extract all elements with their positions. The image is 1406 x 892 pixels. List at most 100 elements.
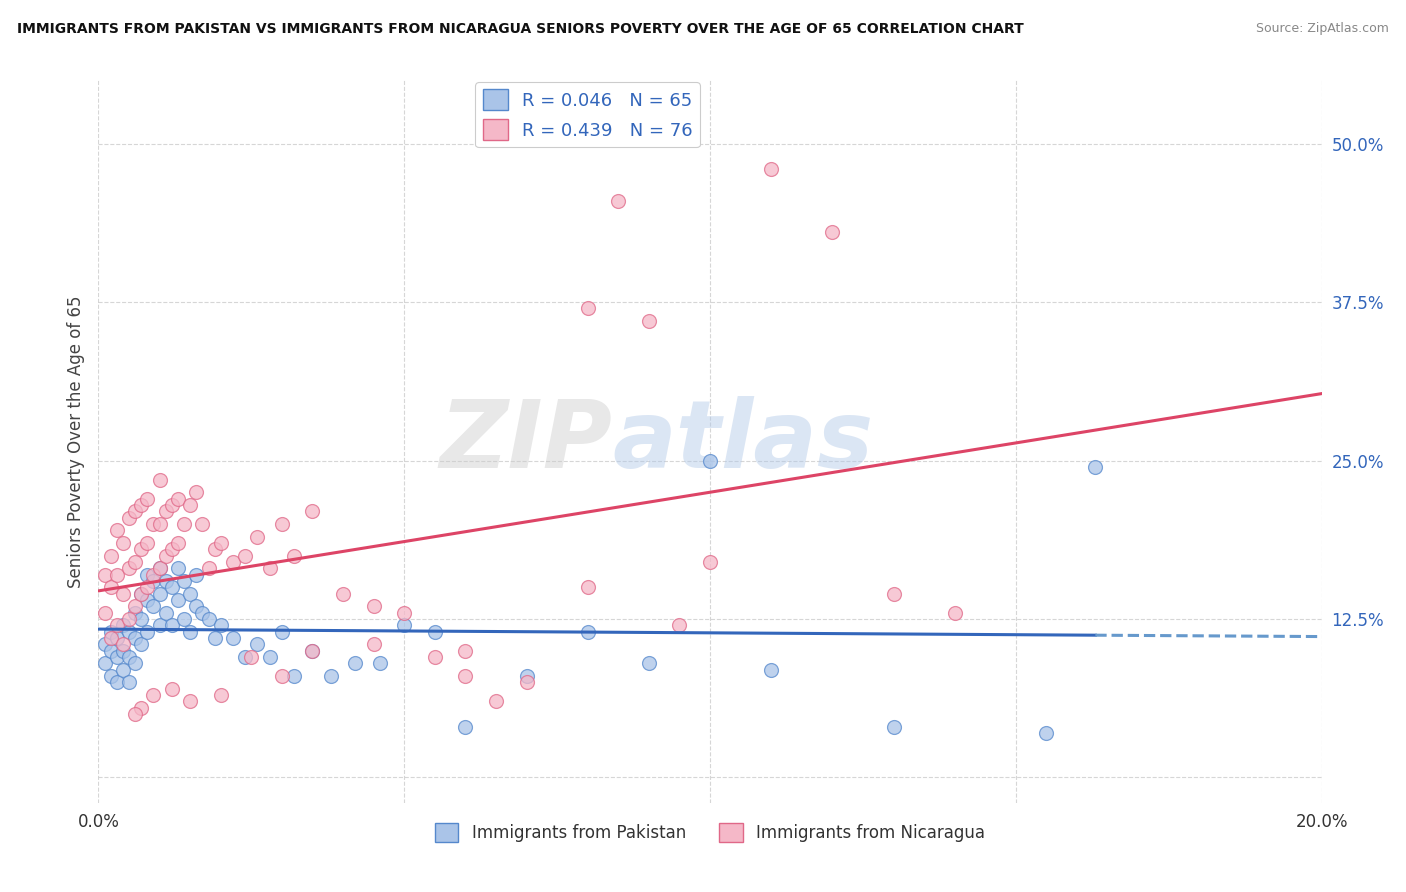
Point: [111, 663, 134, 677]
Point: [186, 599, 208, 614]
Point: [129, 587, 152, 601]
Point: [105, 631, 128, 645]
Point: [149, 473, 172, 487]
Point: [93, 606, 115, 620]
Point: [124, 555, 146, 569]
Point: [283, 669, 305, 683]
Point: [118, 510, 141, 524]
Point: [246, 530, 269, 544]
Point: [179, 498, 201, 512]
Point: [167, 593, 190, 607]
Point: [149, 587, 172, 601]
Point: [179, 587, 201, 601]
Text: ZIP: ZIP: [439, 395, 612, 488]
Point: [136, 536, 159, 550]
Point: [149, 516, 172, 531]
Point: [142, 688, 165, 702]
Point: [759, 663, 782, 677]
Point: [179, 624, 201, 639]
Point: [142, 567, 165, 582]
Point: [118, 561, 141, 575]
Point: [129, 700, 152, 714]
Point: [301, 643, 323, 657]
Point: [142, 574, 165, 588]
Point: [883, 587, 905, 601]
Point: [1035, 726, 1057, 740]
Point: [136, 491, 159, 506]
Point: [160, 542, 183, 557]
Point: [368, 657, 391, 671]
Point: [363, 599, 385, 614]
Point: [270, 516, 292, 531]
Point: [209, 688, 232, 702]
Point: [167, 491, 190, 506]
Point: [124, 606, 146, 620]
Point: [607, 194, 630, 208]
Point: [233, 549, 256, 563]
Point: [222, 555, 245, 569]
Point: [197, 612, 219, 626]
Point: [319, 669, 342, 683]
Point: [270, 669, 292, 683]
Point: [100, 624, 122, 639]
Point: [118, 624, 141, 639]
Point: [423, 650, 446, 665]
Point: [173, 516, 195, 531]
Point: [454, 643, 477, 657]
Point: [943, 606, 966, 620]
Point: [485, 694, 508, 708]
Point: [142, 599, 165, 614]
Point: [105, 523, 128, 537]
Point: [136, 593, 159, 607]
Point: [191, 606, 214, 620]
Point: [454, 720, 477, 734]
Y-axis label: Seniors Poverty Over the Age of 65: Seniors Poverty Over the Age of 65: [66, 295, 84, 588]
Point: [136, 580, 159, 594]
Point: [129, 612, 152, 626]
Point: [118, 650, 141, 665]
Point: [233, 650, 256, 665]
Point: [392, 606, 416, 620]
Point: [136, 624, 159, 639]
Point: [576, 624, 599, 639]
Point: [100, 643, 122, 657]
Point: [111, 587, 134, 601]
Point: [392, 618, 416, 632]
Point: [93, 637, 115, 651]
Point: [124, 657, 146, 671]
Point: [191, 516, 214, 531]
Point: [186, 485, 208, 500]
Point: [283, 549, 305, 563]
Point: [637, 657, 661, 671]
Point: [222, 631, 245, 645]
Point: [516, 675, 538, 690]
Point: [100, 580, 122, 594]
Point: [1084, 459, 1107, 474]
Point: [129, 587, 152, 601]
Point: [105, 675, 128, 690]
Point: [167, 561, 190, 575]
Point: [155, 606, 177, 620]
Point: [576, 580, 599, 594]
Point: [124, 504, 146, 518]
Point: [142, 516, 165, 531]
Point: [883, 720, 905, 734]
Point: [124, 599, 146, 614]
Point: [209, 536, 232, 550]
Point: [100, 669, 122, 683]
Point: [363, 637, 385, 651]
Point: [136, 567, 159, 582]
Point: [259, 561, 281, 575]
Point: [105, 618, 128, 632]
Point: [516, 669, 538, 683]
Point: [160, 618, 183, 632]
Point: [423, 624, 446, 639]
Point: [129, 498, 152, 512]
Point: [124, 631, 146, 645]
Text: IMMIGRANTS FROM PAKISTAN VS IMMIGRANTS FROM NICARAGUA SENIORS POVERTY OVER THE A: IMMIGRANTS FROM PAKISTAN VS IMMIGRANTS F…: [17, 22, 1024, 37]
Point: [699, 453, 721, 467]
Point: [93, 567, 115, 582]
Point: [155, 574, 177, 588]
Point: [246, 637, 269, 651]
Point: [209, 618, 232, 632]
